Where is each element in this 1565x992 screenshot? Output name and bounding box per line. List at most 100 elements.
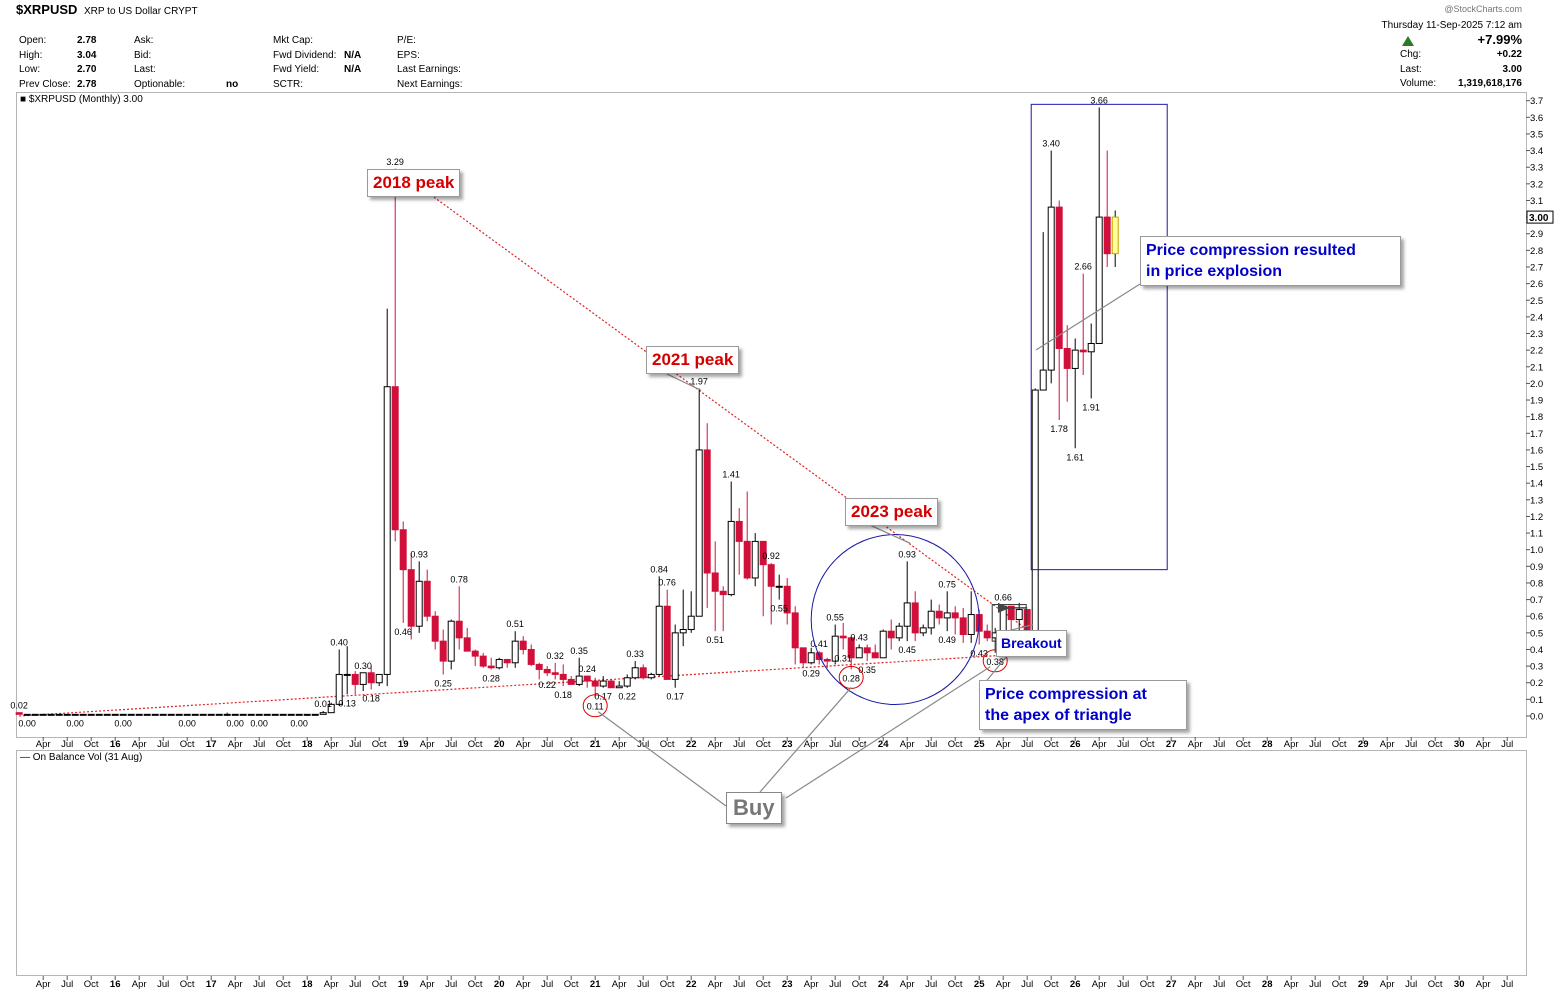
x-tick-label: Apr bbox=[1092, 979, 1107, 990]
x-tick-label: 30 bbox=[1454, 979, 1465, 990]
x-tick-label: Oct bbox=[276, 739, 291, 750]
instrument-type: CRYPT bbox=[163, 6, 198, 17]
y-tick-label: 3.2 bbox=[1530, 179, 1543, 190]
candle-body bbox=[823, 658, 831, 662]
x-tick-label: Jul bbox=[1405, 979, 1417, 990]
low-value-label: 0.28 bbox=[842, 673, 860, 683]
quote-value: 3.00 bbox=[1502, 63, 1522, 75]
x-tick-label: Jul bbox=[541, 979, 553, 990]
candle-body bbox=[255, 713, 263, 716]
x-tick-label: Oct bbox=[180, 739, 195, 750]
x-tick-label: Jul bbox=[1501, 979, 1513, 990]
x-tick-label: Oct bbox=[1140, 979, 1155, 990]
x-tick-label: 24 bbox=[878, 979, 889, 990]
x-tick-label: Jul bbox=[1021, 979, 1033, 990]
candle-body bbox=[287, 713, 295, 716]
candle-body bbox=[1039, 369, 1047, 391]
callout-breakout: Breakout bbox=[996, 630, 1067, 657]
candle-body bbox=[319, 712, 327, 715]
candle-body bbox=[135, 713, 143, 716]
x-tick-label: 18 bbox=[302, 739, 313, 750]
candle-body bbox=[671, 632, 679, 680]
low-value-label: 0.00 bbox=[178, 718, 196, 728]
x-tick-label: Jul bbox=[349, 979, 361, 990]
last-price-box bbox=[1526, 210, 1554, 224]
x-tick-label: Oct bbox=[756, 739, 771, 750]
y-tick-label: 1.9 bbox=[1530, 396, 1543, 407]
candle-body bbox=[951, 612, 959, 619]
high-value-label: 0.66 bbox=[994, 593, 1012, 603]
buy-low-circle bbox=[582, 694, 608, 718]
y-tick-label: 0.3 bbox=[1530, 662, 1543, 673]
obv-panel[interactable] bbox=[16, 750, 1527, 976]
candle-body bbox=[567, 678, 575, 685]
low-value-label: 0.18 bbox=[554, 690, 572, 700]
candle-body bbox=[71, 713, 79, 716]
candle-body bbox=[199, 713, 207, 716]
candle-body bbox=[839, 635, 847, 639]
x-tick-label: Jul bbox=[445, 979, 457, 990]
candle-body bbox=[119, 713, 127, 716]
candle-body bbox=[95, 713, 103, 716]
x-tick-label: Oct bbox=[1044, 979, 1059, 990]
x-tick-label: Jul bbox=[1501, 739, 1513, 750]
quote-label: Bid: bbox=[134, 49, 152, 61]
candle-body bbox=[599, 680, 607, 687]
candle-body bbox=[1071, 349, 1079, 369]
candle-body bbox=[183, 713, 191, 716]
x-tick-label: Apr bbox=[132, 979, 147, 990]
candle-body bbox=[879, 630, 887, 659]
x-tick-label: Oct bbox=[948, 739, 963, 750]
x-tick-label: Oct bbox=[660, 739, 675, 750]
low-value-label: 0.28 bbox=[482, 673, 500, 683]
candle-body bbox=[311, 713, 319, 716]
last-price-label: 3.00 bbox=[1529, 213, 1549, 224]
x-tick-label: Apr bbox=[612, 979, 627, 990]
candle-body bbox=[863, 647, 871, 654]
x-tick-label: Oct bbox=[468, 739, 483, 750]
x-tick-label: Oct bbox=[1428, 979, 1443, 990]
candle-body bbox=[455, 620, 463, 639]
candle-body bbox=[1087, 342, 1095, 353]
x-tick-label: Apr bbox=[132, 739, 147, 750]
x-tick-label: Jul bbox=[733, 739, 745, 750]
y-tick-label: 1.2 bbox=[1530, 512, 1543, 523]
candle-body bbox=[103, 713, 111, 716]
y-tick-label: 2.0 bbox=[1530, 379, 1543, 390]
y-tick-label: 2.5 bbox=[1530, 296, 1543, 307]
breakout-arrow-head bbox=[998, 602, 1010, 613]
x-tick-label: Oct bbox=[372, 739, 387, 750]
x-tick-label: Apr bbox=[324, 979, 339, 990]
high-value-label: 0.84 bbox=[650, 564, 668, 574]
x-tick-label: Oct bbox=[756, 979, 771, 990]
high-value-label: 0.40 bbox=[330, 637, 348, 647]
quote-label: Prev Close: bbox=[19, 78, 71, 90]
low-value-label: 0.00 bbox=[226, 718, 244, 728]
price-panel[interactable] bbox=[16, 92, 1527, 738]
candle-body bbox=[495, 658, 503, 669]
quote-label: Fwd Yield: bbox=[273, 64, 320, 75]
x-tick-label: Oct bbox=[84, 979, 99, 990]
candle-body bbox=[215, 713, 223, 716]
x-tick-label: Apr bbox=[708, 739, 723, 750]
buy-low-circle bbox=[838, 665, 864, 689]
candle-body bbox=[359, 672, 367, 685]
x-tick-label: Apr bbox=[708, 979, 723, 990]
candle-body bbox=[1031, 389, 1039, 634]
candle-body bbox=[55, 713, 63, 716]
quote-label: Last Earnings: bbox=[397, 64, 461, 75]
x-tick-label: 20 bbox=[494, 979, 505, 990]
callout-compression: Price compression resulted in price expl… bbox=[1140, 236, 1401, 286]
low-value-label: 0.22 bbox=[618, 692, 636, 702]
quote-value: 1,319,618,176 bbox=[1458, 78, 1522, 89]
x-tick-label: Jul bbox=[637, 979, 649, 990]
compression-line-1: Price compression resulted bbox=[1146, 242, 1356, 259]
x-tick-label: Oct bbox=[1140, 739, 1155, 750]
candle-body bbox=[191, 713, 199, 716]
low-value-label: 0.11 bbox=[587, 702, 604, 712]
high-value-label: 0.41 bbox=[810, 639, 828, 649]
x-tick-label: Jul bbox=[1309, 979, 1321, 990]
x-tick-label: Oct bbox=[1332, 739, 1347, 750]
candle-body bbox=[407, 569, 415, 627]
quote-value: no bbox=[226, 78, 239, 90]
